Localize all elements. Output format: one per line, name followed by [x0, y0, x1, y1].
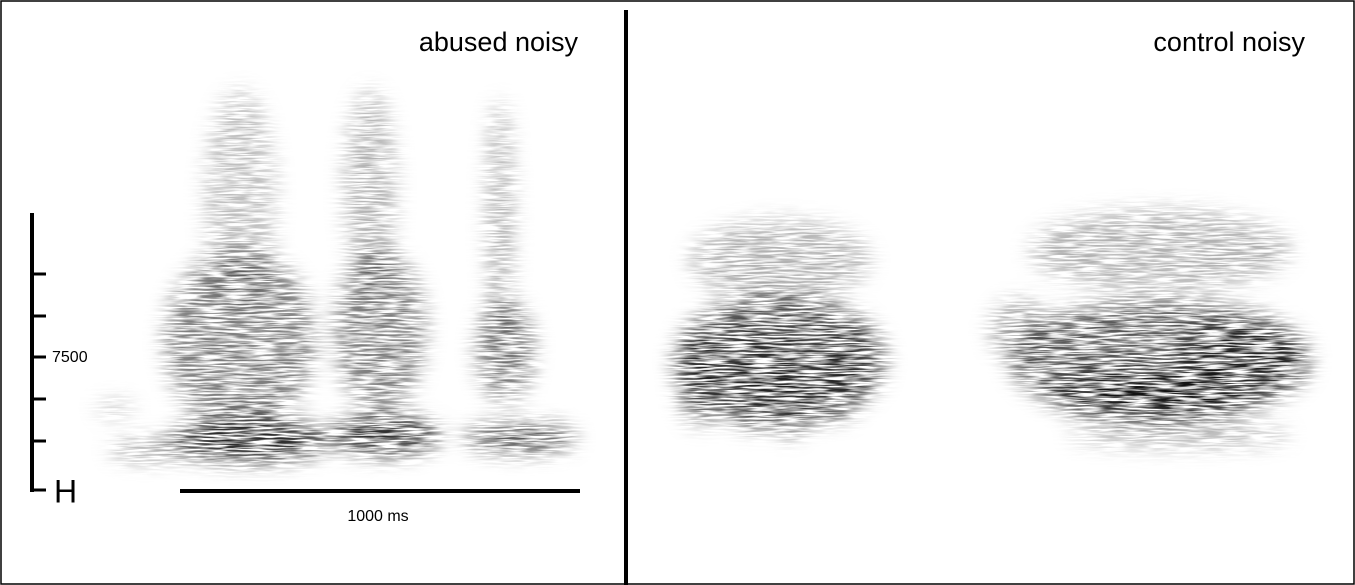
- frequency-scale: [30, 213, 46, 492]
- spectrogram-right: [675, 210, 1310, 447]
- frequency-label: 7500: [52, 349, 88, 366]
- time-label: 1000 ms: [347, 508, 408, 525]
- panel-title: control noisy: [1153, 27, 1305, 57]
- figure: abused noisy control noisy 7500 H 1000 m…: [0, 0, 1355, 585]
- unit-label: H: [54, 473, 77, 509]
- spectrogram-left: [97, 90, 575, 462]
- panel-title: abused noisy: [419, 27, 579, 57]
